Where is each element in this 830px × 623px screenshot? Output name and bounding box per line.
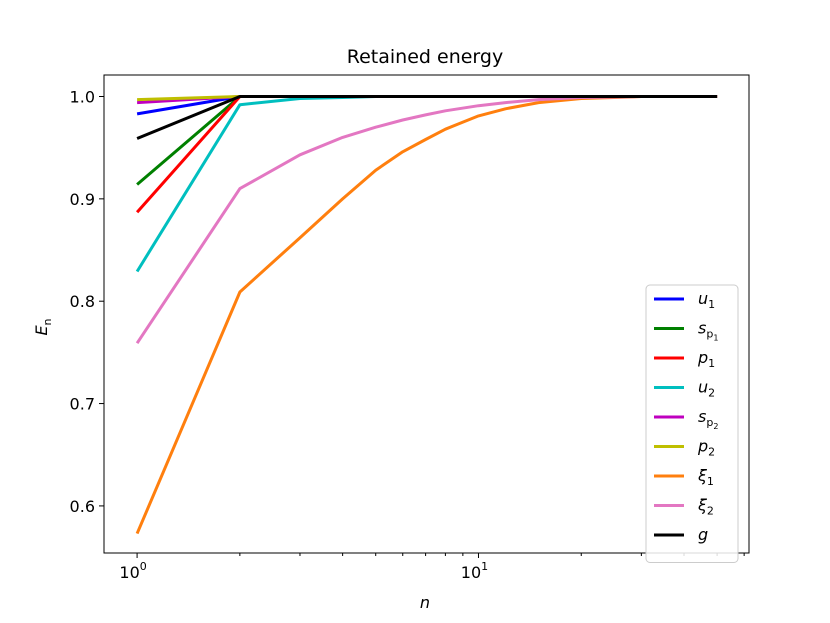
legend-label-u2: u2 — [698, 378, 715, 400]
y-axis-label: En — [32, 318, 54, 335]
x-tick-label: 100 — [119, 560, 146, 582]
y-tick-label: 0.8 — [70, 292, 95, 311]
svg-text:En: En — [32, 318, 54, 335]
legend-label-p2: p2 — [697, 437, 715, 459]
y-tick-label: 0.9 — [70, 190, 95, 209]
x-axis-label: n — [420, 593, 430, 612]
legend-box — [645, 284, 739, 563]
series-line-g — [136, 95, 718, 140]
legend-label-xi1: ξ1 — [697, 466, 714, 488]
ticks-layer: 0.6 0.7 0.8 0.9 1.0 100 101 — [70, 87, 745, 582]
series-layer — [135, 95, 718, 535]
y-axis-label-sub: n — [41, 318, 54, 325]
legend-label-xi2: ξ2 — [697, 496, 714, 518]
legend-label-g: g — [698, 525, 708, 544]
y-axis-label-base: E — [32, 325, 51, 336]
legend-label-sp1: sp1 — [698, 319, 718, 343]
y-tick-label: 1.0 — [70, 87, 95, 106]
legend-label-p1: p1 — [697, 348, 715, 370]
legend: u1 sp1 p1 u2 sp2 p2 ξ1 ξ2 g — [645, 284, 739, 563]
y-tick-label: 0.7 — [70, 395, 95, 414]
chart-title: Retained energy — [347, 46, 503, 68]
legend-label-sp2: sp2 — [698, 407, 718, 431]
x-tick-label: 101 — [461, 560, 488, 582]
y-tick-label: 0.6 — [70, 497, 95, 516]
legend-label-u1: u1 — [698, 289, 715, 311]
axes-frame — [103, 74, 750, 554]
